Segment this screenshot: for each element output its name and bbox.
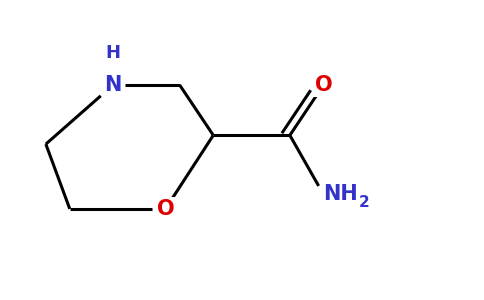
Text: N: N xyxy=(104,75,121,95)
Text: NH: NH xyxy=(323,184,358,204)
Text: H: H xyxy=(106,44,121,62)
Text: 2: 2 xyxy=(359,195,370,210)
Text: O: O xyxy=(157,199,174,219)
Text: O: O xyxy=(315,75,332,95)
